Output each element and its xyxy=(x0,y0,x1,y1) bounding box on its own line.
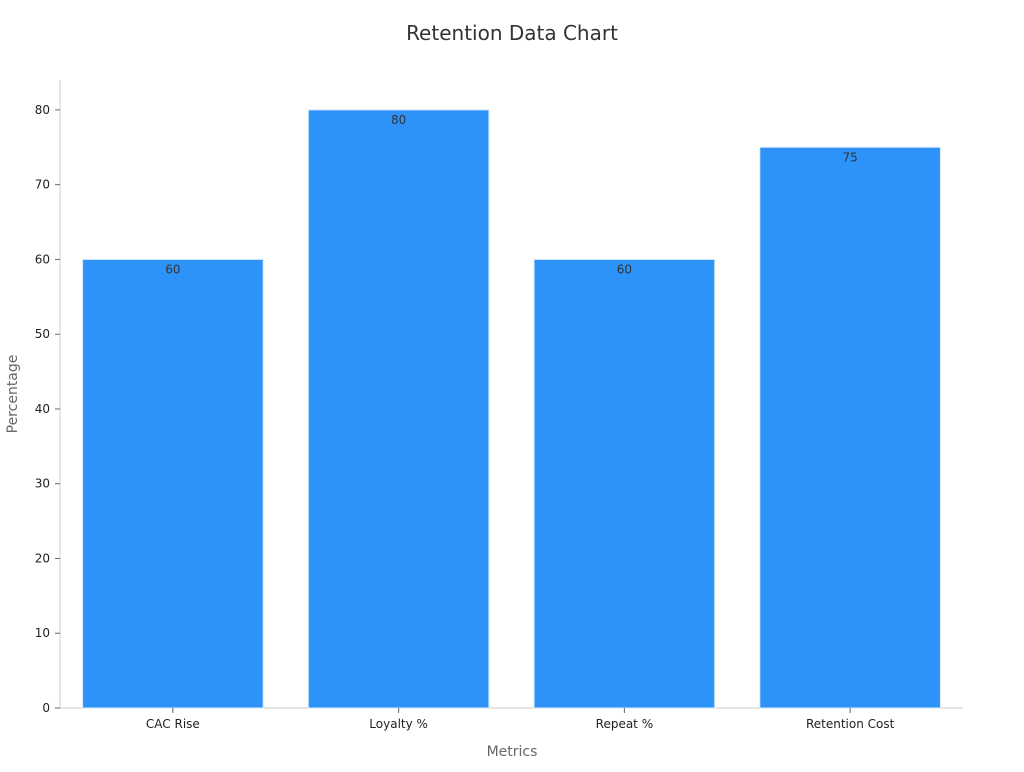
y-tick-label: 60 xyxy=(35,252,50,266)
data-label: 60 xyxy=(617,262,632,276)
y-tick-label: 70 xyxy=(35,178,50,192)
y-tick-label: 50 xyxy=(35,327,50,341)
x-tick-label: Retention Cost xyxy=(806,717,895,731)
y-tick-label: 10 xyxy=(35,626,50,640)
bar xyxy=(533,258,716,709)
y-tick-label: 80 xyxy=(35,103,50,117)
bar xyxy=(759,146,941,709)
data-label: 60 xyxy=(165,262,180,276)
x-tick-label: Loyalty % xyxy=(369,717,428,731)
y-tick-label: 0 xyxy=(42,701,50,715)
x-tick-label: CAC Rise xyxy=(146,717,200,731)
data-label: 80 xyxy=(391,113,406,127)
y-axis-label: Percentage xyxy=(5,355,21,434)
plot-area: 0 10 20 30 40 50 60 70 80 60 CAC Rise 80 Loyalty % 60… xyxy=(35,80,963,731)
bar xyxy=(82,258,264,709)
x-tick-label: Repeat % xyxy=(596,717,653,731)
chart-title: Retention Data Chart xyxy=(406,21,618,45)
x-axis-label: Metrics xyxy=(487,744,538,760)
bar xyxy=(307,109,490,709)
y-tick-label: 40 xyxy=(35,402,50,416)
y-tick-label: 30 xyxy=(35,477,50,491)
y-tick-label: 20 xyxy=(35,551,50,565)
data-label: 75 xyxy=(842,150,857,164)
